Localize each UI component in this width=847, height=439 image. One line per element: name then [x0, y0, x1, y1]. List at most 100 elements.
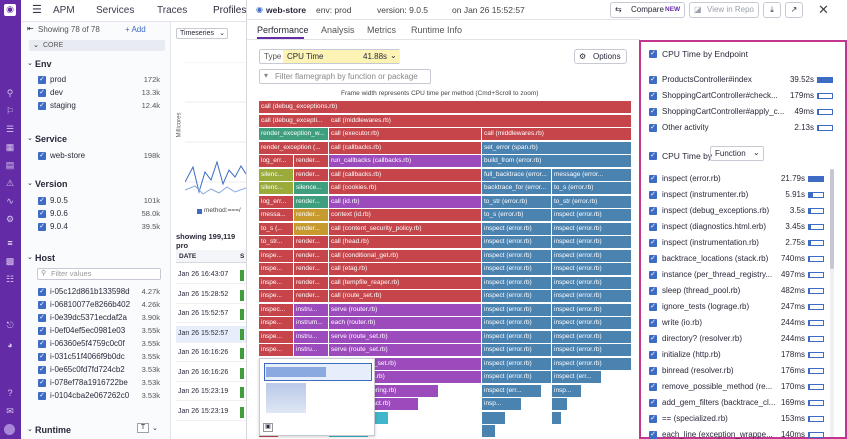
flame-frame[interactable]: build_from (error.rb): [482, 155, 632, 167]
flame-frame[interactable]: inspect (error.rb): [482, 330, 552, 343]
table-row[interactable]: Jan 26 15:23:19: [176, 384, 246, 401]
group-by-select[interactable]: Function ⌄: [710, 146, 764, 161]
chevron-down-icon[interactable]: ⌄: [27, 254, 33, 261]
flame-frame[interactable]: [552, 398, 568, 410]
version-value-label[interactable]: 9.0.4: [50, 222, 68, 231]
endpoint-checkbox[interactable]: ✓: [649, 92, 657, 100]
version-value-label[interactable]: 9.0.6: [50, 209, 68, 218]
logs-icon[interactable]: ☷: [5, 274, 15, 284]
flame-frame[interactable]: silence...: [294, 182, 329, 194]
function-checkbox[interactable]: ✓: [649, 303, 657, 311]
function-checkbox[interactable]: ✓: [649, 383, 657, 391]
flame-frame[interactable]: insp...: [482, 398, 522, 410]
flame-frame[interactable]: inspe...: [259, 290, 294, 302]
function-row[interactable]: ✓ remove_possible_method (re... 170ms: [641, 380, 845, 394]
function-checkbox[interactable]: ✓: [649, 399, 657, 407]
flame-frame[interactable]: call (route_set.rb): [329, 290, 482, 302]
flame-frame[interactable]: call (debug_exceptions.rb): [259, 101, 632, 113]
flame-frame[interactable]: render...: [294, 209, 329, 221]
flame-frame[interactable]: render...: [294, 249, 329, 262]
flame-frame[interactable]: call (middlewares.rb): [329, 114, 632, 127]
flame-frame[interactable]: [552, 411, 562, 424]
flame-frame[interactable]: inspect (error.rb): [482, 371, 552, 383]
flame-frame[interactable]: inspect (error.rb): [482, 317, 552, 329]
close-icon[interactable]: ✕: [818, 2, 829, 17]
function-row[interactable]: ✓ == (specialized.rb) 153ms: [641, 412, 845, 426]
env-value-checkbox[interactable]: ✓: [38, 102, 46, 110]
function-row[interactable]: ✓ directory? (resolver.rb) 244ms: [641, 332, 845, 346]
host-value-checkbox[interactable]: ✓: [38, 379, 46, 387]
flame-frame[interactable]: serve (router.rb): [329, 303, 482, 316]
flame-frame[interactable]: inspect (error.rb): [482, 357, 552, 370]
tab-runtime-info[interactable]: Runtime Info: [411, 25, 463, 35]
flame-frame[interactable]: instru...: [294, 344, 329, 356]
flame-frame[interactable]: context (id.rb): [329, 209, 482, 221]
watchdog-icon[interactable]: ⚐: [5, 106, 15, 116]
flame-frame[interactable]: render_exception (...: [259, 141, 329, 154]
options-button[interactable]: ⚙ Options: [574, 49, 627, 64]
function-row[interactable]: ✓ sleep (thread_pool.rb) 482ms: [641, 284, 845, 298]
flame-frame[interactable]: inspect (error.rb): [552, 276, 632, 289]
dashboards-icon[interactable]: ▦: [5, 142, 15, 152]
flame-frame[interactable]: serve (route_set.rb): [329, 330, 482, 343]
version-value-checkbox[interactable]: ✓: [38, 197, 46, 205]
flame-frame[interactable]: call (callbacks.rb): [329, 168, 482, 181]
env-value-label[interactable]: staging: [50, 101, 76, 110]
function-checkbox[interactable]: ✓: [649, 287, 657, 295]
user-avatar[interactable]: [4, 424, 15, 435]
download-button[interactable]: ⤓: [763, 2, 781, 18]
function-row[interactable]: ✓ inspect (instrumentation.rb) 2.75s: [641, 236, 845, 250]
host-value-checkbox[interactable]: ✓: [38, 327, 46, 335]
flame-frame[interactable]: call (callbacks.rb): [329, 141, 482, 154]
menu-icon[interactable]: ☰: [32, 4, 42, 16]
flame-frame[interactable]: inspect (error.rb): [482, 344, 552, 356]
flame-frame[interactable]: inspec...: [259, 303, 294, 316]
timeseries-select[interactable]: Timeseries ⌄: [176, 28, 228, 39]
function-row[interactable]: ✓ binread (resolver.rb) 176ms: [641, 364, 845, 378]
function-row[interactable]: ✓ add_gem_filters (backtrace_cl... 169ms: [641, 396, 845, 410]
flame-frame[interactable]: render...: [294, 195, 329, 208]
table-row[interactable]: Jan 26 15:23:19: [176, 404, 246, 421]
endpoint-row[interactable]: ✓ ShoppingCartController#apply_c... 49ms: [641, 105, 845, 119]
function-checkbox[interactable]: ✓: [649, 415, 657, 423]
flame-frame[interactable]: render...: [294, 263, 329, 275]
flame-frame[interactable]: call (tempfile_reaper.rb): [329, 276, 482, 289]
function-row[interactable]: ✓ inspect (instrumenter.rb) 5.91s: [641, 188, 845, 202]
version-value-checkbox[interactable]: ✓: [38, 210, 46, 218]
notebooks-icon[interactable]: ▩: [5, 256, 15, 266]
flame-frame[interactable]: inspect (error.rb): [552, 330, 632, 343]
collapse-icon[interactable]: ⇤: [27, 24, 34, 33]
endpoint-row[interactable]: ✓ Other activity 2.13s: [641, 121, 845, 135]
service-value-checkbox[interactable]: ✓: [38, 152, 46, 160]
version-value-label[interactable]: 9.0.5: [50, 196, 68, 205]
host-value-checkbox[interactable]: ✓: [38, 288, 46, 296]
function-checkbox[interactable]: ✓: [649, 367, 657, 375]
flame-frame[interactable]: to_s (...: [259, 222, 294, 235]
metrics-icon[interactable]: ∿: [6, 196, 14, 206]
host-value-label[interactable]: i-06810077e8266b402: [50, 300, 131, 309]
chevron-down-icon[interactable]: ⌄: [27, 60, 33, 67]
host-value-label[interactable]: i-0ef04ef5ec0981e03: [50, 326, 126, 335]
host-value-checkbox[interactable]: ✓: [38, 314, 46, 322]
version-value-checkbox[interactable]: ✓: [38, 223, 46, 231]
col-date[interactable]: DATE: [179, 253, 197, 260]
type-select[interactable]: Type CPU Time 41.88s ⌄: [259, 49, 400, 64]
flame-frame[interactable]: inspe...: [259, 330, 294, 343]
flame-frame[interactable]: inspect (err...: [552, 371, 602, 383]
flame-frame[interactable]: inspe...: [259, 344, 294, 356]
host-value-checkbox[interactable]: ✓: [38, 366, 46, 374]
env-value-label[interactable]: prod: [50, 75, 67, 84]
flame-frame[interactable]: full_backtrace (error...: [482, 168, 552, 181]
flame-frame[interactable]: inspect (error.rb): [482, 249, 552, 262]
flame-frame[interactable]: log_err...: [259, 195, 294, 208]
flame-frame[interactable]: inspect (err...: [482, 384, 542, 397]
endpoint-row[interactable]: ✓ ProductsController#index 39.52s: [641, 73, 845, 87]
function-checkbox[interactable]: ✓: [649, 271, 657, 279]
chevron-down-icon[interactable]: ⌄: [27, 426, 33, 433]
host-value-label[interactable]: i-0e39dc5371ecdaf2a: [50, 313, 127, 322]
flame-frame[interactable]: instrum...: [294, 317, 329, 329]
host-value-checkbox[interactable]: ✓: [38, 353, 46, 361]
flame-frame[interactable]: render...: [294, 236, 329, 248]
flame-frame[interactable]: inspect (error.rb): [482, 290, 552, 302]
flame-frame[interactable]: inspect (error.rb): [552, 236, 632, 248]
